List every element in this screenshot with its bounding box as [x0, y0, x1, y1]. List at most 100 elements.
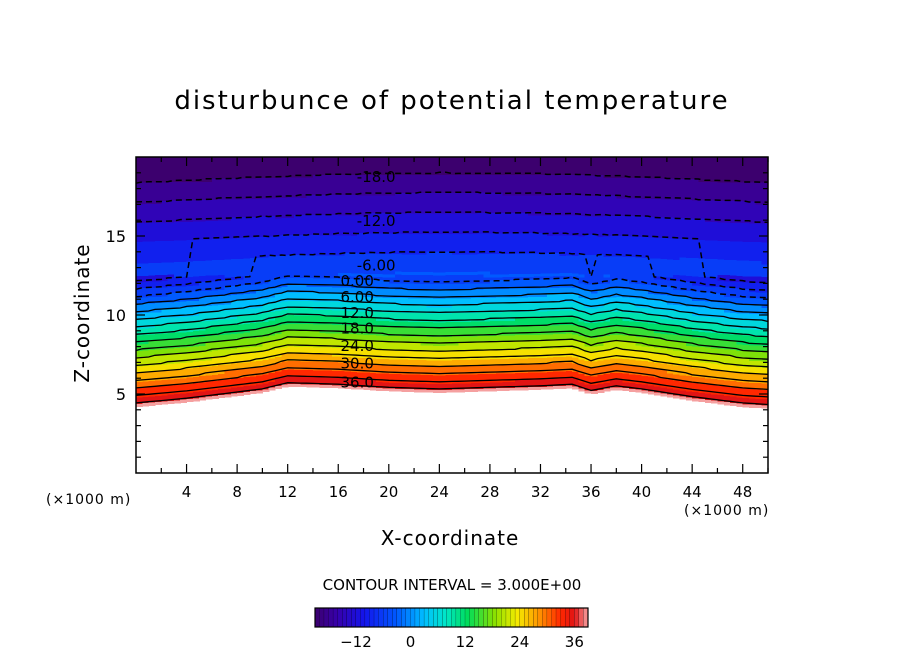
contour-band [338, 263, 346, 268]
contour-band [395, 157, 403, 161]
contour-band [357, 174, 365, 178]
contour-band [243, 210, 251, 214]
contour-band [312, 378, 320, 382]
contour-band [325, 295, 333, 299]
contour-band [357, 299, 365, 303]
contour-band [452, 165, 459, 170]
contour-band [452, 236, 459, 240]
contour-band [136, 197, 143, 202]
contour-band [464, 338, 472, 343]
contour-band [249, 293, 257, 297]
contour-band [388, 382, 396, 386]
contour-band [230, 285, 238, 290]
contour-band [464, 198, 472, 202]
contour-band [306, 165, 314, 170]
contour-band [470, 165, 478, 170]
contour-band [312, 361, 320, 365]
contour-band [211, 313, 219, 318]
contour-band [199, 324, 207, 328]
contour-band [319, 378, 327, 383]
contour-band [477, 206, 485, 211]
contour-band [300, 274, 308, 279]
contour-band [363, 276, 371, 280]
contour-band [268, 340, 276, 345]
contour-band [508, 194, 516, 199]
contour-band [148, 327, 156, 332]
contour-band [489, 262, 497, 266]
contour-band [477, 177, 485, 182]
contour-band [249, 189, 257, 194]
contour-band [230, 372, 238, 376]
contour-band [433, 177, 440, 182]
contour-band [331, 203, 339, 207]
contour-band [502, 337, 510, 342]
contour-band [376, 364, 384, 368]
contour-band [237, 282, 245, 286]
contour-band [167, 394, 175, 398]
contour-band [154, 317, 162, 322]
contour-band [319, 272, 327, 276]
contour-band [376, 282, 384, 286]
contour-band [407, 373, 415, 378]
contour-band [395, 367, 403, 372]
contour-band [426, 236, 434, 240]
contour-band [357, 183, 365, 187]
contour-band [199, 211, 207, 216]
contour-band [483, 157, 491, 161]
contour-band [205, 178, 213, 182]
contour-band [376, 226, 384, 231]
contour-band [249, 171, 257, 176]
contour-band [445, 233, 453, 237]
contour-band [439, 242, 447, 246]
contour-band [470, 168, 478, 173]
contour-band [325, 162, 333, 167]
contour-band [262, 344, 270, 349]
contour-band [464, 162, 472, 167]
contour-band [154, 231, 162, 235]
contour-band [357, 188, 365, 193]
contour-band [363, 177, 371, 181]
contour-band [275, 232, 282, 236]
contour-band [180, 178, 188, 183]
contour-band [136, 253, 143, 258]
contour-band [414, 274, 421, 278]
contour-band [268, 270, 276, 275]
contour-band [136, 359, 143, 364]
contour-band [376, 256, 384, 260]
contour-band [136, 188, 143, 192]
contour-band [180, 248, 188, 253]
contour-band [224, 348, 232, 353]
contour-band [445, 345, 453, 349]
contour-band [161, 237, 169, 241]
contour-band [470, 262, 478, 266]
contour-band [464, 227, 472, 231]
contour-band [325, 208, 333, 213]
contour-band [249, 183, 257, 188]
contour-band [508, 165, 516, 170]
contour-band [483, 215, 491, 220]
contour-band [268, 224, 276, 228]
contour-band [205, 359, 213, 364]
contour-band [218, 310, 226, 314]
contour-band [192, 269, 200, 274]
contour-band [262, 203, 270, 208]
contour-band [249, 316, 257, 321]
contour-band [458, 183, 466, 187]
contour-band [205, 226, 213, 231]
contour-band [173, 316, 181, 321]
contour-band [287, 363, 295, 367]
contour-band [420, 321, 428, 325]
contour-band [426, 248, 434, 252]
contour-band [237, 162, 245, 167]
contour-band [180, 193, 188, 198]
contour-band [249, 207, 257, 211]
contour-band [224, 270, 232, 275]
contour-band [458, 344, 466, 349]
contour-band [483, 218, 491, 222]
contour-band [445, 192, 453, 196]
contour-band [407, 335, 415, 340]
contour-band [142, 383, 150, 388]
contour-band [426, 327, 434, 332]
contour-band [136, 368, 143, 373]
contour-band [357, 261, 365, 265]
